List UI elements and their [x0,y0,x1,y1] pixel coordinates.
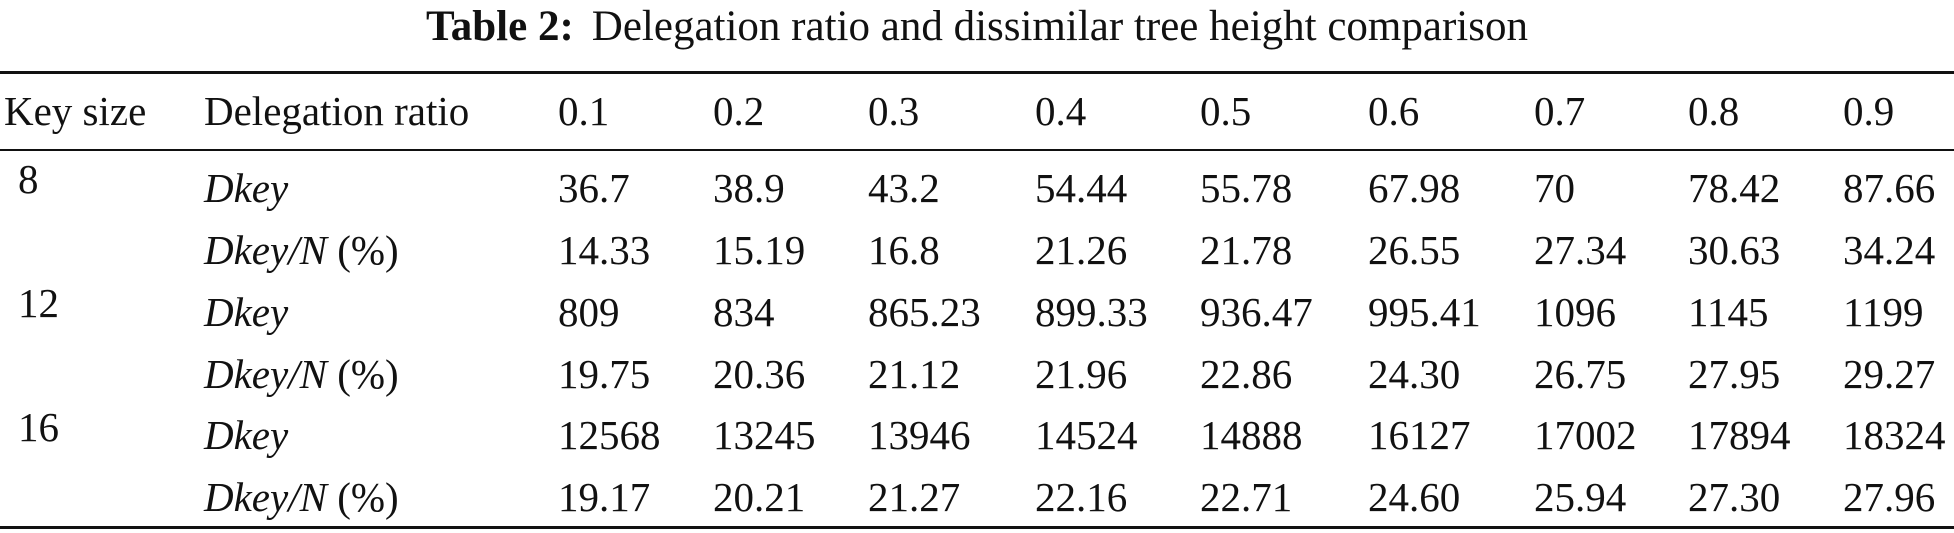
table-cell: 18324 [1843,412,1946,458]
table-cell: 36.7 [558,165,630,211]
table-cell: 38.9 [713,165,785,211]
header-ratio-0-8: 0.8 [1688,88,1740,134]
header-key-size: Key size [4,88,147,134]
table-cell: 29.27 [1843,351,1936,397]
table-cell: 14.33 [558,227,651,273]
table-cell: 27.95 [1688,351,1781,397]
table-cell: 16.8 [868,227,940,273]
header-ratio-0-3: 0.3 [868,88,920,134]
table-cell: 14524 [1035,412,1138,458]
table-cell: 14888 [1200,412,1303,458]
table-cell: 70 [1534,165,1575,211]
metric-unit: (%) [326,227,399,273]
metric-label: Dkey/N (%) [204,472,399,522]
table-cell: 34.24 [1843,227,1936,273]
table-cell: 16127 [1368,412,1471,458]
table-cell: 21.96 [1035,351,1128,397]
table-cell: 1199 [1843,289,1924,335]
header-delegation-ratio: Delegation ratio [204,88,470,134]
table-cell: 19.17 [558,474,651,520]
header-ratio-0-7: 0.7 [1534,88,1586,134]
table-cell: 21.26 [1035,227,1128,273]
header-ratio-0-6: 0.6 [1368,88,1420,134]
metric-label: Dkey [204,163,288,213]
table-cell: 20.21 [713,474,806,520]
header-rule [0,149,1954,151]
table-cell: 17894 [1688,412,1791,458]
table-cell: 21.78 [1200,227,1293,273]
metric-name: Dkey [204,165,289,211]
table-cell: 21.12 [868,351,961,397]
table-cell: 22.71 [1200,474,1293,520]
top-rule [0,71,1954,74]
table-cell: 12568 [558,412,661,458]
metric-name: Dkey/N [204,227,327,273]
metric-unit: (%) [326,351,399,397]
table-cell: 27.30 [1688,474,1781,520]
table-cell: 19.75 [558,351,651,397]
metric-label: Dkey/N (%) [204,349,399,399]
table-cell: 25.94 [1534,474,1627,520]
metric-name: Dkey [204,412,289,458]
table-cell: 27.34 [1534,227,1627,273]
table-cell: 43.2 [868,165,940,211]
table-cell: 834 [713,289,775,335]
table-cell: 24.60 [1368,474,1461,520]
table-cell: 15.19 [713,227,806,273]
header-ratio-0-9: 0.9 [1843,88,1895,134]
key-size-cell: 16 [18,404,59,450]
table-label: Table 2: [426,3,574,50]
table-cell: 13245 [713,412,816,458]
table-cell: 67.98 [1368,165,1461,211]
metric-unit: (%) [326,474,399,520]
table-title: Delegation ratio and dissimilar tree hei… [591,3,1528,50]
table-cell: 27.96 [1843,474,1936,520]
header-ratio-0-2: 0.2 [713,88,765,134]
key-size-cell: 12 [18,280,59,326]
header-ratio-0-4: 0.4 [1035,88,1087,134]
table-cell: 995.41 [1368,289,1481,335]
header-ratio-0-5: 0.5 [1200,88,1252,134]
table-cell: 26.55 [1368,227,1461,273]
table-cell: 87.66 [1843,165,1936,211]
table-cell: 809 [558,289,620,335]
metric-label: Dkey [204,410,288,460]
table-cell: 1096 [1534,289,1616,335]
metric-label: Dkey/N (%) [204,225,399,275]
key-size-cell: 8 [18,156,39,202]
table-cell: 30.63 [1688,227,1781,273]
table-cell: 55.78 [1200,165,1293,211]
table-cell: 865.23 [868,289,981,335]
metric-name: Dkey [204,289,289,335]
table-cell: 21.27 [868,474,961,520]
table-cell: 1145 [1688,289,1769,335]
metric-name: Dkey/N [204,474,327,520]
table-caption: Table 2: Delegation ratio and dissimilar … [0,2,1954,52]
bottom-rule [0,526,1954,529]
table-cell: 24.30 [1368,351,1461,397]
table-cell: 22.16 [1035,474,1128,520]
table-cell: 22.86 [1200,351,1293,397]
metric-name: Dkey/N [204,351,327,397]
header-ratio-0-1: 0.1 [558,88,610,134]
table-cell: 899.33 [1035,289,1148,335]
table-cell: 26.75 [1534,351,1627,397]
table-cell: 78.42 [1688,165,1781,211]
table-cell: 13946 [868,412,971,458]
table-cell: 54.44 [1035,165,1128,211]
table-cell: 936.47 [1200,289,1313,335]
table-cell: 17002 [1534,412,1637,458]
metric-label: Dkey [204,287,288,337]
table-cell: 20.36 [713,351,806,397]
